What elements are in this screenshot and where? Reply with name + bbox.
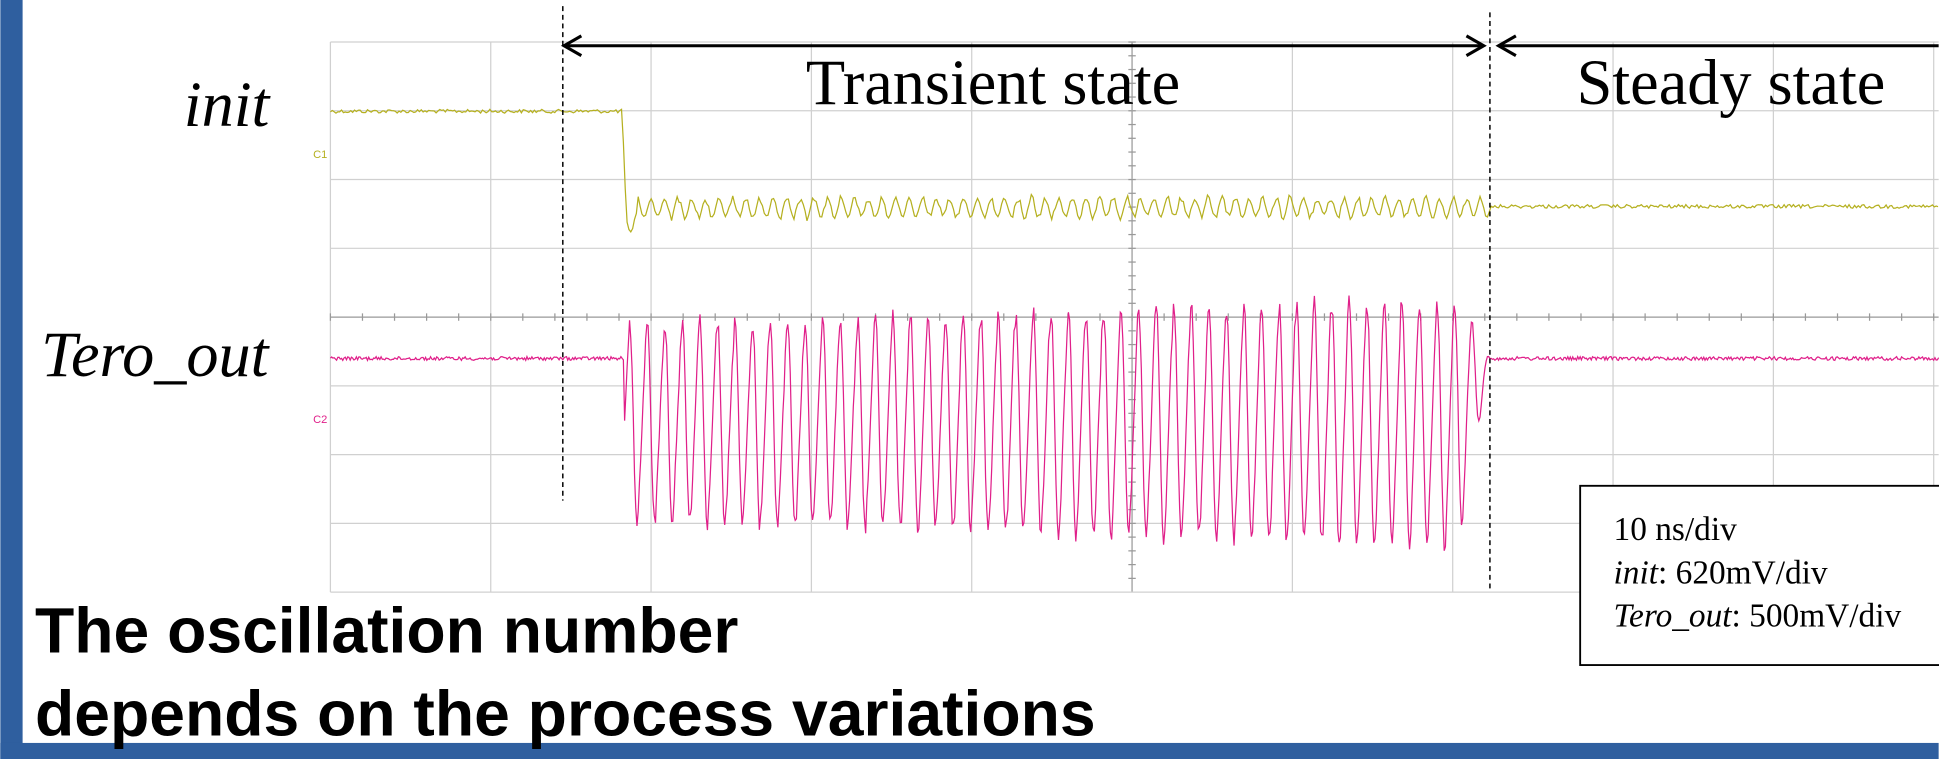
signal-label: Tero_out xyxy=(41,319,271,390)
timebase: 10 ns/div xyxy=(1614,511,1738,548)
channel-marker: C1 xyxy=(313,149,327,161)
channel-scale: init: 620mV/div xyxy=(1614,554,1828,591)
channel-name: init xyxy=(1614,554,1659,591)
channel-scale: Tero_out: 500mV/div xyxy=(1614,598,1902,635)
heading-line: depends on the process variations xyxy=(35,678,1096,750)
channel-marker: C2 xyxy=(313,414,327,426)
channel-value: : 620mV/div xyxy=(1658,554,1828,591)
channel-name: Tero_out xyxy=(1614,598,1733,635)
left-bar xyxy=(0,0,22,759)
channel-value: : 500mV/div xyxy=(1732,598,1902,635)
heading-line: The oscillation number xyxy=(35,595,738,667)
signal-label: init xyxy=(184,69,272,140)
phase-label: Steady state xyxy=(1577,47,1886,118)
page: Transient state Steady state init Tero_o… xyxy=(0,0,1939,759)
phase-label: Transient state xyxy=(806,47,1180,118)
slide: Transient state Steady state init Tero_o… xyxy=(0,0,1939,759)
